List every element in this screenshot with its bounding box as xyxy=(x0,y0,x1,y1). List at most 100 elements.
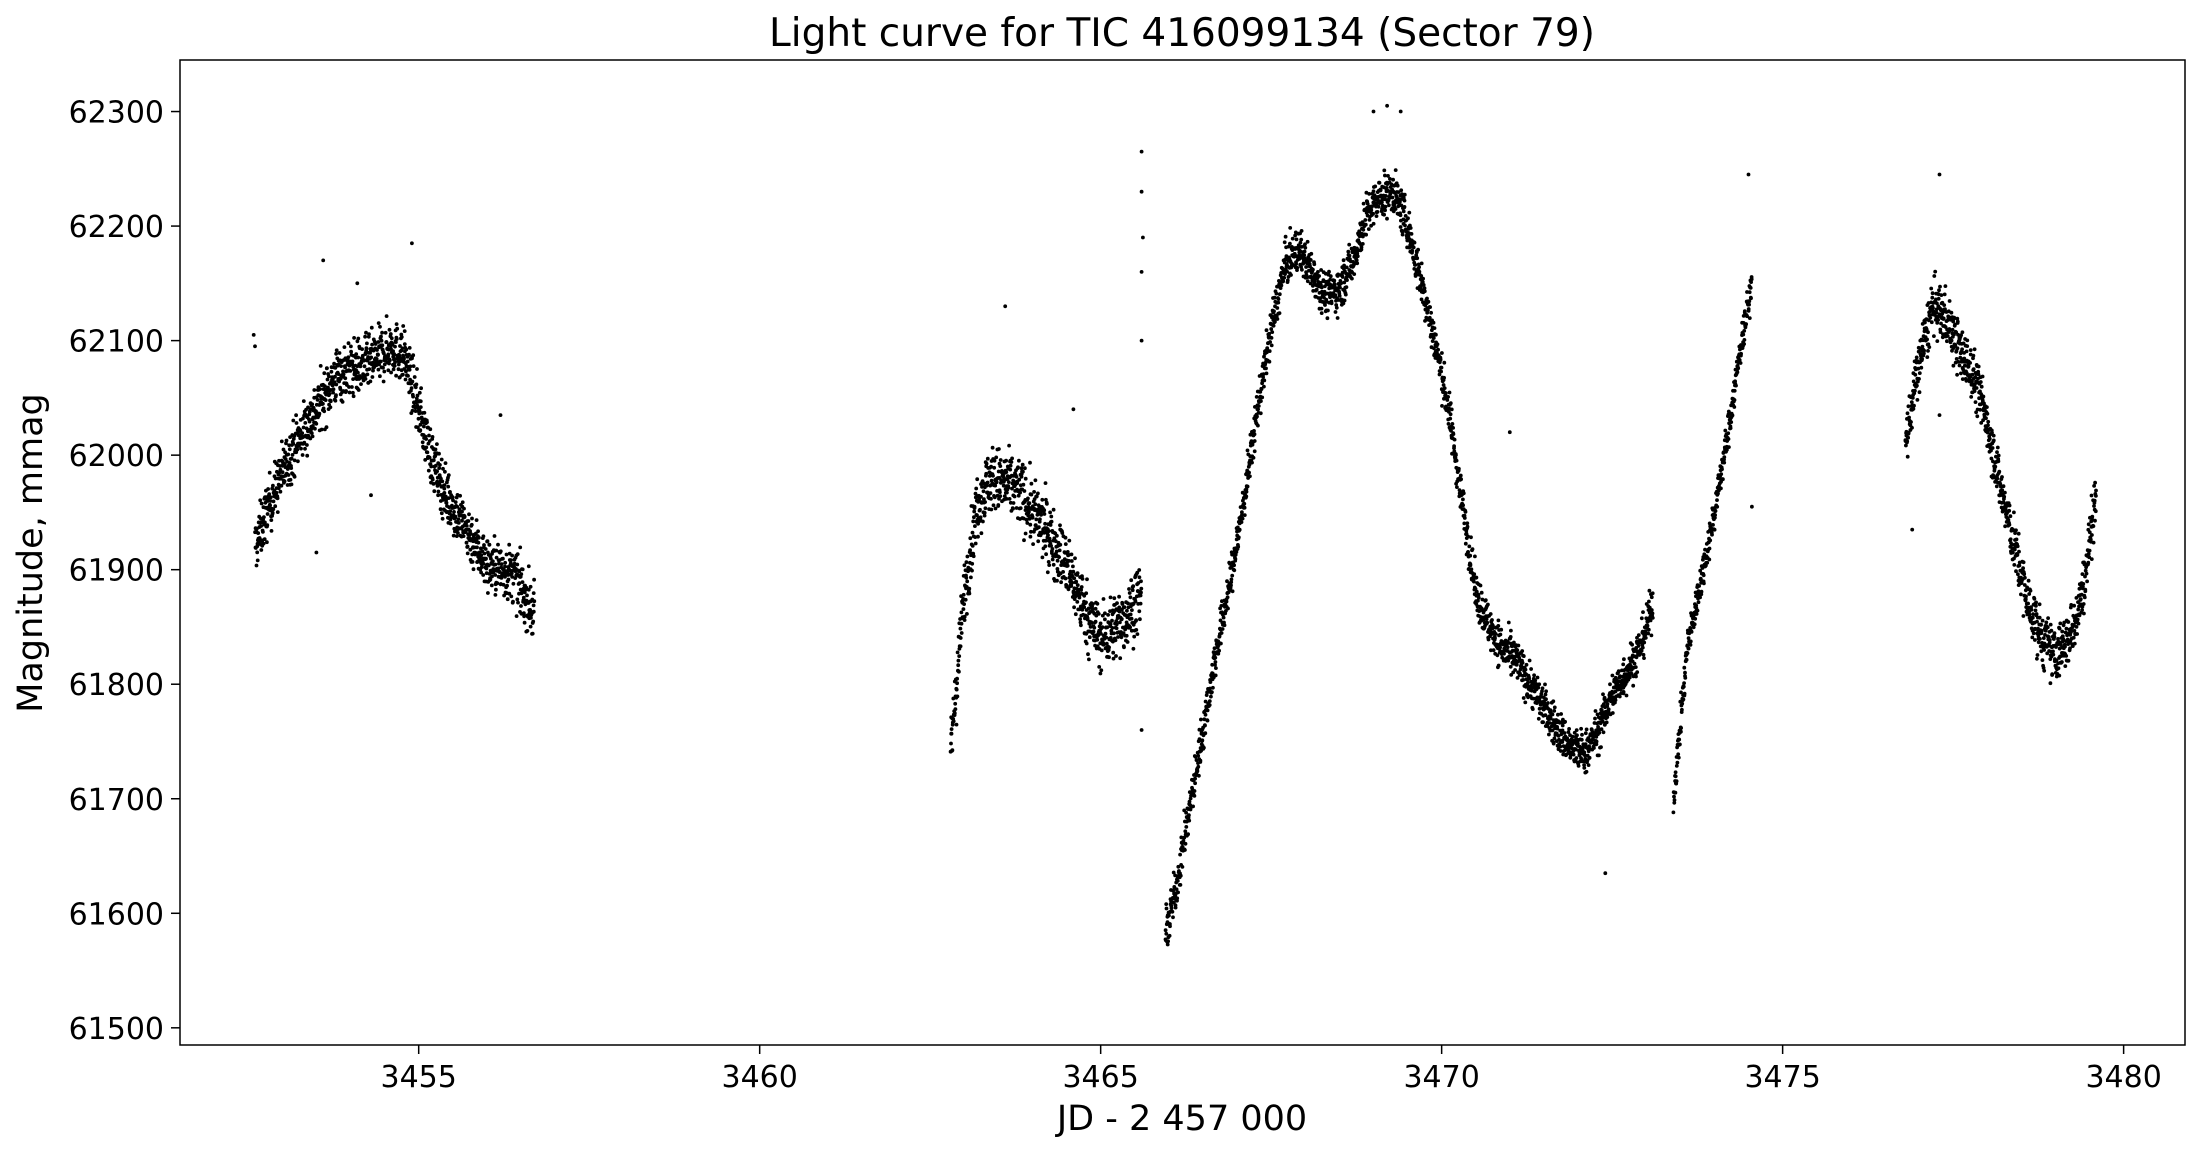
data-point xyxy=(994,455,999,460)
data-point xyxy=(1632,661,1637,666)
data-point xyxy=(495,581,500,586)
data-point xyxy=(270,510,275,515)
data-point xyxy=(1747,302,1751,307)
data-point xyxy=(1676,752,1681,757)
data-point xyxy=(1291,263,1295,268)
data-point xyxy=(1108,595,1113,600)
data-point xyxy=(1426,299,1431,304)
data-point xyxy=(471,567,476,572)
data-point xyxy=(1723,428,1728,433)
data-point xyxy=(1673,770,1678,775)
data-point xyxy=(525,593,529,598)
data-point xyxy=(255,550,260,555)
data-point xyxy=(1955,372,1959,377)
data-point xyxy=(990,445,995,450)
data-point xyxy=(1742,329,1747,333)
data-point xyxy=(1707,557,1712,562)
data-point xyxy=(1413,263,1418,267)
data-point xyxy=(1366,227,1371,232)
data-point xyxy=(1957,363,1962,368)
data-point xyxy=(1305,239,1310,244)
data-point xyxy=(1415,256,1420,261)
data-point xyxy=(1917,377,1921,381)
data-point xyxy=(415,393,420,398)
data-point xyxy=(275,496,280,501)
data-point xyxy=(1443,391,1448,395)
data-point xyxy=(970,568,974,573)
data-point xyxy=(1329,301,1334,306)
data-point xyxy=(1316,270,1320,274)
data-point xyxy=(1512,640,1516,645)
data-point xyxy=(1171,915,1175,920)
data-point xyxy=(461,534,466,538)
data-point xyxy=(1527,658,1532,663)
data-point xyxy=(1985,411,1990,416)
data-point xyxy=(1196,764,1201,769)
data-point xyxy=(481,534,486,539)
data-point xyxy=(1682,681,1686,685)
data-point xyxy=(437,466,442,470)
data-point xyxy=(379,338,384,343)
data-point xyxy=(1537,706,1542,711)
data-point xyxy=(1170,909,1175,914)
data-point xyxy=(1537,682,1542,687)
data-point xyxy=(1680,701,1685,706)
data-point xyxy=(456,517,461,522)
data-point xyxy=(1562,731,1567,735)
data-point xyxy=(1225,595,1230,600)
data-point xyxy=(1574,747,1578,752)
data-point xyxy=(300,431,305,436)
data-point xyxy=(403,377,408,382)
data-point xyxy=(1574,728,1579,732)
data-point xyxy=(452,510,456,514)
data-point xyxy=(1744,322,1748,326)
data-point xyxy=(303,421,308,425)
data-point xyxy=(1219,641,1223,646)
data-point xyxy=(1200,738,1205,743)
data-point xyxy=(530,631,535,636)
data-point xyxy=(1477,609,1482,613)
data-point xyxy=(1307,268,1311,273)
data-point xyxy=(1049,514,1054,519)
data-point xyxy=(1732,405,1737,409)
data-point xyxy=(1099,668,1104,673)
data-point xyxy=(1371,211,1375,216)
data-point xyxy=(1580,732,1584,737)
data-point xyxy=(1613,698,1618,702)
data-point xyxy=(1739,351,1743,356)
data-point xyxy=(331,390,335,395)
data-point xyxy=(338,377,343,381)
data-point xyxy=(1111,650,1116,655)
data-point xyxy=(1277,292,1282,297)
data-point xyxy=(499,562,504,566)
data-point xyxy=(391,349,395,353)
data-point xyxy=(1452,444,1456,449)
data-point xyxy=(989,478,994,483)
data-point xyxy=(1272,295,1277,300)
data-point xyxy=(1933,269,1938,274)
data-point xyxy=(1020,462,1025,467)
data-point xyxy=(1551,741,1556,746)
data-point xyxy=(1117,605,1122,610)
data-point xyxy=(430,435,435,439)
data-point xyxy=(294,421,299,425)
data-point xyxy=(1087,635,1092,640)
data-point xyxy=(1063,535,1068,540)
data-point xyxy=(1027,516,1032,521)
data-point xyxy=(1367,192,1372,196)
data-point xyxy=(1556,712,1560,717)
data-point xyxy=(1930,295,1935,300)
data-point xyxy=(378,324,382,329)
data-point xyxy=(417,390,422,395)
data-point xyxy=(1044,497,1048,502)
data-point xyxy=(359,382,363,386)
data-point xyxy=(1742,342,1746,346)
data-point xyxy=(1650,591,1655,596)
data-point xyxy=(1722,455,1727,459)
data-point xyxy=(363,334,367,339)
data-point xyxy=(1533,678,1538,683)
data-point xyxy=(348,369,353,373)
data-point xyxy=(428,427,433,432)
data-point xyxy=(1377,180,1382,185)
data-point xyxy=(1264,366,1268,371)
